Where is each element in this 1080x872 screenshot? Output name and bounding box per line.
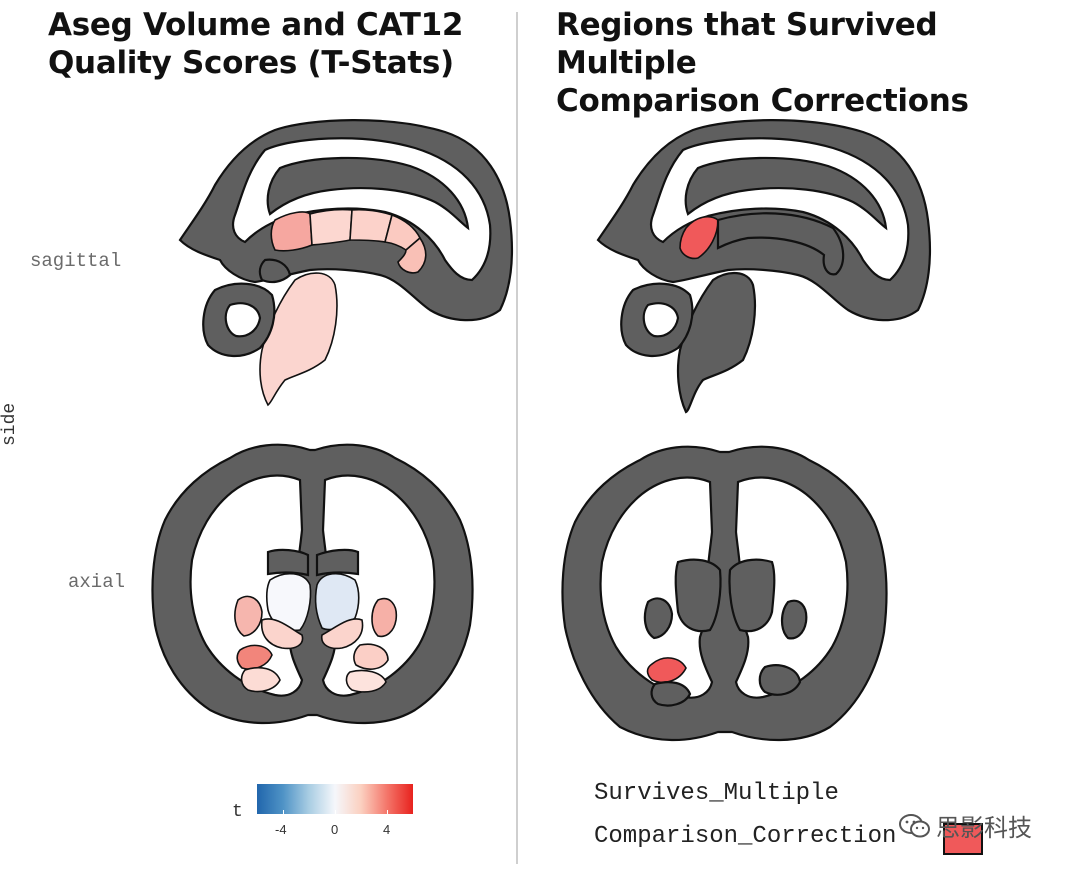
putamen-left xyxy=(234,595,263,637)
hippocampus-right xyxy=(345,669,387,693)
panel-divider xyxy=(516,12,518,864)
putamen-right xyxy=(371,598,398,638)
right-axial-brain xyxy=(561,445,888,742)
right-title-line2: Comparison Corrections xyxy=(556,83,969,119)
corpus-callosum-anterior-significant xyxy=(679,215,719,260)
right-panel-title: Regions that Survived Multiple Compariso… xyxy=(556,6,1076,120)
lateral-ventricle-left xyxy=(266,548,310,577)
sagittal-inner-cortex xyxy=(266,156,470,231)
left-title-line1: Aseg Volume and CAT12 xyxy=(48,7,464,43)
corpus-callosum-anterior xyxy=(270,211,313,252)
watermark: 思影科技 xyxy=(898,808,1032,843)
survives-correction-swatch xyxy=(943,823,983,855)
colorbar-tick-4 xyxy=(387,810,388,815)
legend-line1: Survives_Multiple xyxy=(594,780,839,807)
ventral-dc xyxy=(258,258,292,284)
legend-title-t: t xyxy=(232,802,243,822)
cerebellum-white-matter xyxy=(224,302,262,338)
left-panel-title: Aseg Volume and CAT12 Quality Scores (T-… xyxy=(48,6,488,82)
caudate-right xyxy=(728,558,776,633)
amygdala-left-significant xyxy=(646,657,687,684)
corpus-callosum-posterior xyxy=(397,236,427,274)
wechat-icon xyxy=(899,813,930,837)
colorbar-tick-neg4 xyxy=(283,810,284,815)
right-title-line1: Regions that Survived Multiple xyxy=(556,7,938,81)
hippocampus-right xyxy=(758,664,802,696)
putamen-right xyxy=(780,599,808,640)
sagittal-label: sagittal xyxy=(30,250,122,272)
legend-line2: Comparison_Correction xyxy=(594,823,897,850)
left-axial-brain xyxy=(151,443,474,725)
colorbar-label-0: 0 xyxy=(331,822,339,837)
axial-label: axial xyxy=(68,571,126,593)
hippocampus-left xyxy=(650,681,692,707)
cerebellum-white-matter xyxy=(642,302,680,338)
amygdala-left xyxy=(236,644,273,670)
caudate-right xyxy=(314,572,360,631)
brainstem xyxy=(676,272,757,414)
caudate-left xyxy=(265,572,312,632)
amygdala-right xyxy=(353,643,389,670)
t-colorbar xyxy=(257,784,413,814)
putamen-left xyxy=(643,597,674,640)
colorbar-tick-0 xyxy=(335,810,336,815)
brainstem xyxy=(259,272,338,407)
corpus-callosum-body xyxy=(716,212,845,276)
colorbar-label-4: 4 xyxy=(383,822,391,837)
watermark-text: 思影科技 xyxy=(936,814,1032,842)
pallidum-left xyxy=(260,618,304,650)
corpus-callosum-mid-anterior xyxy=(309,208,353,246)
left-sagittal-brain xyxy=(178,119,514,407)
caudate-left xyxy=(674,558,722,633)
right-sagittal-brain xyxy=(596,119,932,414)
sagittal-inner-cortex xyxy=(684,156,888,231)
pallidum-right xyxy=(320,618,364,650)
left-title-line2: Quality Scores (T-Stats) xyxy=(48,45,454,81)
hippocampus-left xyxy=(240,666,281,693)
side-axis-label: side xyxy=(0,402,20,446)
colorbar-label-neg4: -4 xyxy=(275,822,287,837)
lateral-ventricle-right xyxy=(315,548,360,577)
